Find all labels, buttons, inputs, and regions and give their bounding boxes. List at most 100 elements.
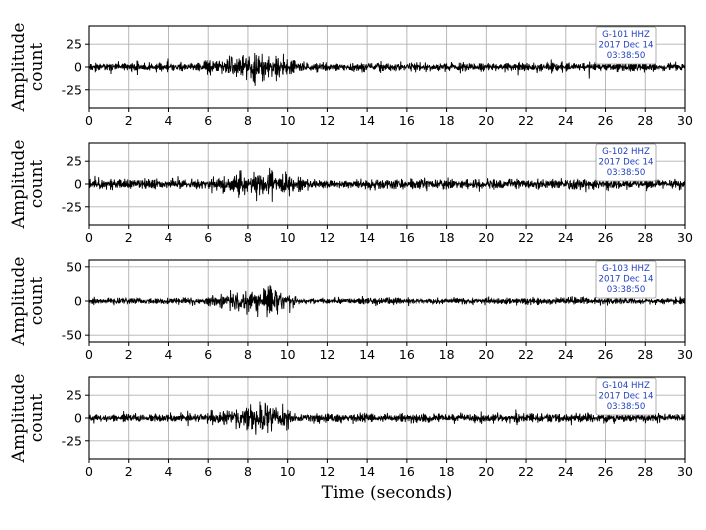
plot-frame (88, 142, 686, 226)
y-axis-title: count (27, 394, 47, 443)
y-tick-label: 25 (66, 154, 82, 169)
x-tick-label: 28 (637, 347, 653, 362)
x-tick-label: 18 (439, 464, 455, 479)
waveform-trace (88, 167, 686, 202)
y-tick-label: -25 (62, 82, 82, 97)
x-tick-label: 16 (399, 347, 415, 362)
x-tick-label: 2 (125, 113, 133, 128)
x-tick-label: 16 (399, 230, 415, 245)
x-axis-title: Time (seconds) (322, 483, 453, 503)
x-tick-label: 30 (677, 464, 693, 479)
x-tick-label: 18 (439, 347, 455, 362)
x-tick-label: 10 (280, 113, 296, 128)
x-tick-label: 28 (637, 464, 653, 479)
x-tick-label: 20 (478, 113, 494, 128)
station-label-frame (595, 260, 657, 299)
station-label-line: G-104 HHZ (602, 381, 650, 391)
x-tick-label: 10 (280, 230, 296, 245)
x-tick-label: 8 (244, 464, 252, 479)
x-tick-label: 2 (125, 230, 133, 245)
x-tick-label: 4 (164, 230, 172, 245)
station-label-line: 03:38:50 (607, 402, 646, 412)
x-tick-label: 8 (244, 230, 252, 245)
x-tick-label: 24 (558, 113, 574, 128)
x-tick-label: 24 (558, 464, 574, 479)
y-axis-title: Amplitude (9, 140, 29, 230)
x-tick-label: 16 (399, 113, 415, 128)
y-axis-title: count (27, 277, 47, 326)
x-tick-label: 12 (319, 230, 335, 245)
station-label-line: G-101 HHZ (602, 30, 650, 40)
waveform-trace (88, 401, 686, 435)
x-tick-label: 8 (244, 347, 252, 362)
station-label-frame (595, 26, 657, 65)
x-tick-label: 26 (598, 347, 614, 362)
x-tick-label: 6 (204, 113, 212, 128)
station-label-frame (595, 143, 657, 182)
waveform-trace (88, 53, 686, 86)
x-tick-label: 6 (204, 230, 212, 245)
x-tick-label: 12 (319, 113, 335, 128)
x-tick-label: 2 (125, 464, 133, 479)
y-tick-label: -50 (62, 328, 82, 343)
x-tick-label: 0 (85, 113, 93, 128)
x-tick-label: 22 (518, 464, 534, 479)
y-tick-label: -25 (62, 433, 82, 448)
y-tick-label: 0 (74, 411, 82, 426)
x-tick-label: 22 (518, 230, 534, 245)
plot-frame (88, 259, 686, 343)
x-tick-label: 14 (359, 230, 375, 245)
x-tick-label: 20 (478, 230, 494, 245)
x-tick-label: 18 (439, 230, 455, 245)
x-tick-label: 6 (204, 464, 212, 479)
x-tick-label: 24 (558, 230, 574, 245)
x-tick-label: 22 (518, 347, 534, 362)
station-label-line: 2017 Dec 14 (599, 392, 654, 402)
y-tick-label: -25 (62, 199, 82, 214)
x-tick-label: 26 (598, 230, 614, 245)
y-tick-label: 0 (74, 294, 82, 309)
x-tick-label: 4 (164, 347, 172, 362)
x-tick-label: 12 (319, 347, 335, 362)
x-tick-label: 0 (85, 347, 93, 362)
x-tick-label: 30 (677, 113, 693, 128)
x-tick-label: 0 (85, 230, 93, 245)
plot-frame (88, 25, 686, 109)
x-tick-label: 10 (280, 464, 296, 479)
station-label-line: G-103 HHZ (602, 264, 650, 274)
x-tick-label: 0 (85, 464, 93, 479)
station-label-line: 2017 Dec 14 (599, 158, 654, 168)
x-tick-label: 14 (359, 113, 375, 128)
x-tick-label: 20 (478, 347, 494, 362)
x-tick-label: 24 (558, 347, 574, 362)
station-label-line: 03:38:50 (607, 51, 646, 61)
x-tick-label: 26 (598, 113, 614, 128)
x-tick-label: 28 (637, 230, 653, 245)
station-label-line: G-102 HHZ (602, 147, 650, 157)
y-tick-label: 25 (66, 388, 82, 403)
x-tick-label: 4 (164, 464, 172, 479)
x-tick-label: 16 (399, 464, 415, 479)
waveform-trace (88, 285, 686, 318)
y-axis-title: Amplitude (9, 257, 29, 347)
y-axis-title: Amplitude (9, 23, 29, 113)
x-tick-label: 20 (478, 464, 494, 479)
station-label-line: 2017 Dec 14 (599, 41, 654, 51)
station-label-frame (595, 377, 657, 416)
y-tick-label: 0 (74, 60, 82, 75)
y-axis-title: count (27, 160, 47, 209)
x-tick-label: 14 (359, 347, 375, 362)
x-tick-label: 6 (204, 347, 212, 362)
y-tick-label: 50 (66, 259, 82, 274)
x-tick-label: 22 (518, 113, 534, 128)
station-label-line: 03:38:50 (607, 285, 646, 295)
x-tick-label: 30 (677, 230, 693, 245)
x-tick-label: 4 (164, 113, 172, 128)
